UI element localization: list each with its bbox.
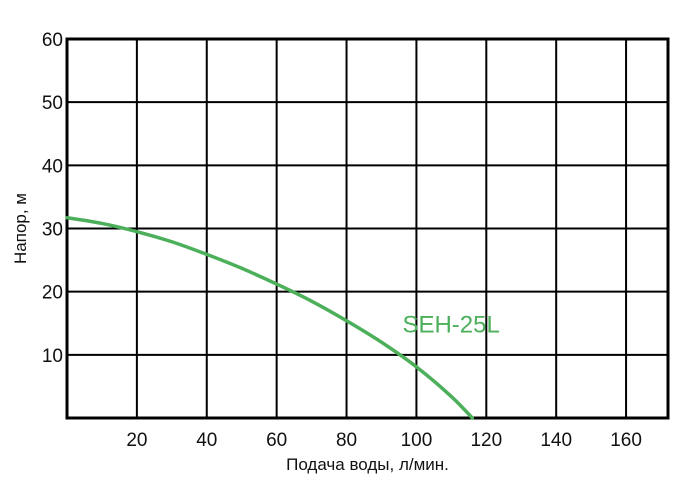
x-tick-label: 80 [336,430,357,451]
x-tick-label: 20 [126,430,147,451]
series-line [65,216,475,420]
y-axis-ticks: 10 20 30 40 50 60 [42,30,63,367]
x-axis-label: Подача воды, л/мин. [286,455,449,474]
y-tick-label: 50 [42,93,63,114]
x-tick-label: 160 [610,430,642,451]
grid [67,39,668,418]
x-tick-label: 100 [401,430,433,451]
y-tick-label: 10 [42,346,63,367]
series-label: SEH-25L [402,312,499,339]
y-tick-label: 20 [42,283,63,304]
y-tick-label: 40 [42,156,63,177]
series-layer: SEH-25L [65,216,500,420]
x-tick-label: 40 [196,430,217,451]
y-tick-label: 30 [42,220,63,241]
y-tick-label: 60 [42,30,63,51]
x-tick-label: 140 [540,430,572,451]
x-axis-ticks: 20 40 60 80 100 120 140 160 [126,430,642,451]
x-tick-label: 120 [470,430,502,451]
plot-frame [65,37,670,420]
x-tick-label: 60 [266,430,287,451]
y-axis-label: Напор, м [11,193,30,264]
